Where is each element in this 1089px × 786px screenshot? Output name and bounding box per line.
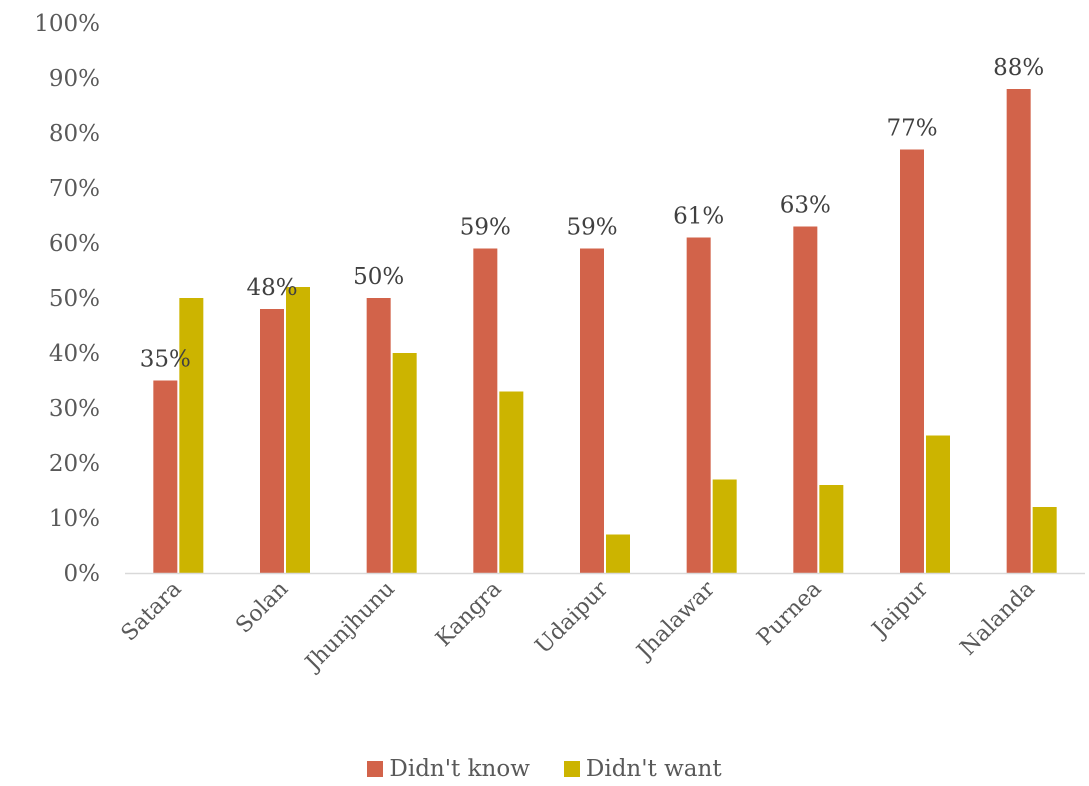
y-tick-label: 50%: [49, 286, 100, 312]
bar: [286, 287, 310, 573]
legend-label: Didn't want: [585, 756, 722, 782]
bar: [1006, 89, 1031, 573]
y-tick-label: 100%: [34, 11, 100, 37]
y-tick-label: 60%: [49, 231, 100, 257]
x-category-label: Satara: [117, 577, 187, 647]
data-label: 61%: [673, 204, 724, 230]
bar: [819, 485, 844, 573]
data-label: 48%: [246, 275, 297, 301]
data-label: 59%: [566, 215, 617, 241]
bar: [580, 248, 604, 573]
x-category-label: Jhunjhunu: [300, 577, 400, 677]
legend: Didn't know Didn't want: [0, 756, 1089, 782]
bar: [1032, 507, 1057, 573]
y-axis-ticks: 0% 10% 20% 30% 40% 50% 60% 70% 80% 90% 100%: [34, 11, 100, 587]
x-category-label: Jaipur: [866, 576, 933, 643]
bar: [499, 391, 524, 573]
x-axis-category-labels: Satara Solan Jhunjhunu Kangra Udaipur Jhalawa…: [117, 576, 1040, 677]
bar: [366, 298, 391, 573]
data-label: 77%: [886, 116, 937, 142]
data-label: 35%: [140, 347, 191, 373]
bar: [392, 353, 417, 573]
bar: [926, 435, 950, 573]
y-tick-label: 70%: [49, 176, 100, 202]
y-tick-label: 40%: [49, 341, 100, 367]
y-tick-label: 80%: [49, 121, 100, 147]
legend-swatch: [367, 761, 384, 777]
data-label: 59%: [460, 215, 511, 241]
x-category-label: Solan: [231, 577, 293, 639]
y-tick-label: 90%: [49, 66, 100, 92]
data-labels: 35% 48% 50% 59% 59% 61% 63% 77% 88%: [140, 55, 1044, 373]
y-tick-label: 10%: [49, 506, 100, 532]
bar-chart-plot: 0% 10% 20% 30% 40% 50% 60% 70% 80% 90% 100% 35% 48%…: [34, 11, 1085, 677]
x-category-label: Jhalawar: [631, 576, 720, 665]
data-label: 63%: [780, 193, 831, 219]
bar: [712, 479, 737, 573]
y-tick-label: 30%: [49, 396, 100, 422]
legend-item-didnt-want: Didn't want: [563, 756, 722, 782]
bar: [606, 534, 630, 573]
x-category-label: Nalanda: [956, 577, 1040, 661]
bar: [260, 309, 284, 573]
bar: [179, 298, 204, 573]
bar: [900, 149, 924, 573]
x-category-label: Purnea: [752, 577, 826, 651]
bar: [686, 237, 711, 573]
legend-item-didnt-know: Didn't know: [367, 756, 530, 782]
bars: [153, 89, 1057, 573]
legend-label: Didn't know: [389, 756, 530, 782]
bar: [473, 248, 498, 573]
y-tick-label: 0%: [64, 561, 101, 587]
x-category-label: Kangra: [431, 577, 506, 652]
y-tick-label: 20%: [49, 451, 100, 477]
x-category-label: Udaipur: [531, 576, 614, 659]
data-label: 50%: [353, 264, 404, 290]
bar: [153, 380, 178, 573]
bar: [793, 226, 818, 573]
legend-swatch: [563, 761, 580, 777]
data-label: 88%: [993, 55, 1044, 81]
